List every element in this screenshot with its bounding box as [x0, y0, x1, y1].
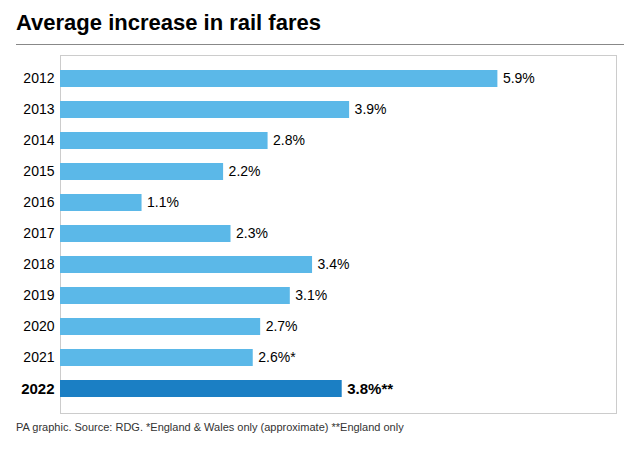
svg-text:5.9%: 5.9%	[503, 70, 535, 86]
svg-text:1.1%: 1.1%	[147, 194, 179, 210]
svg-text:2022: 2022	[21, 380, 54, 397]
html-text:PA graphic. Source: RDG. *Engl: PA graphic. Source: RDG. *England & Wale…	[16, 421, 404, 433]
svg-text:2.8%: 2.8%	[273, 132, 305, 148]
svg-text:3.4%: 3.4%	[318, 256, 350, 272]
svg-text:2.3%: 2.3%	[236, 225, 268, 241]
svg-text:3.9%: 3.9%	[355, 101, 387, 117]
svg-text:2.7%: 2.7%	[266, 318, 298, 334]
html-text:Average increase in rail fares: Average increase in rail fares	[16, 10, 321, 35]
svg-text:2012: 2012	[23, 70, 54, 86]
svg-text:2021: 2021	[23, 349, 54, 365]
svg-text:2020: 2020	[23, 318, 54, 334]
svg-text:2.2%: 2.2%	[229, 163, 261, 179]
svg-text:2019: 2019	[23, 287, 54, 303]
svg-text:2018: 2018	[23, 256, 54, 272]
svg-text:2015: 2015	[23, 163, 54, 179]
svg-text:2013: 2013	[23, 101, 54, 117]
svg-text:2017: 2017	[23, 225, 54, 241]
svg-text:2014: 2014	[23, 132, 54, 148]
svg-text:3.1%: 3.1%	[295, 287, 327, 303]
svg-text:3.8%**: 3.8%**	[347, 380, 393, 397]
svg-text:2.6%*: 2.6%*	[258, 349, 296, 365]
svg-text:2016: 2016	[23, 194, 54, 210]
